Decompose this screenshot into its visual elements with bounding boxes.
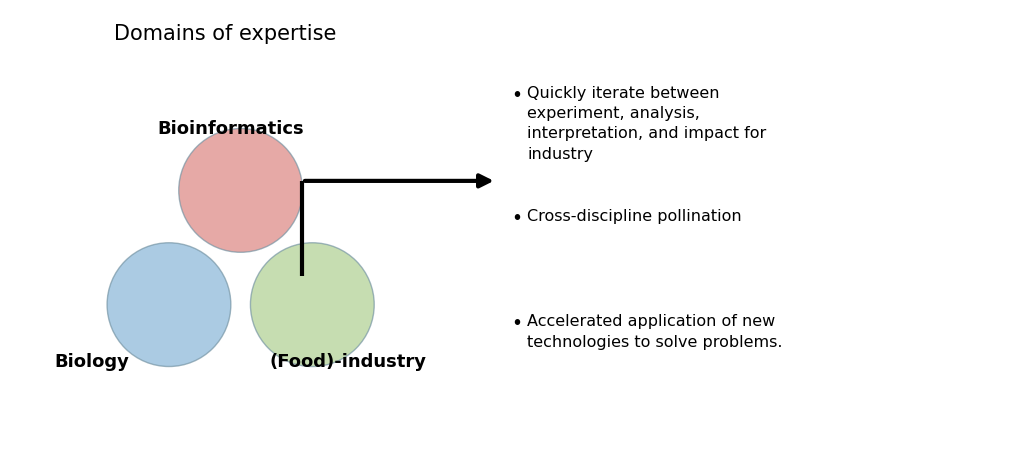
Text: •: • bbox=[511, 86, 522, 105]
Text: •: • bbox=[511, 314, 522, 333]
Text: Bioinformatics: Bioinformatics bbox=[157, 119, 304, 138]
Text: •: • bbox=[511, 209, 522, 228]
Text: Domains of expertise: Domains of expertise bbox=[114, 24, 337, 44]
Text: Accelerated application of new
technologies to solve problems.: Accelerated application of new technolog… bbox=[527, 314, 783, 349]
Text: (Food)-industry: (Food)-industry bbox=[269, 353, 427, 371]
Circle shape bbox=[108, 243, 230, 367]
Text: Biology: Biology bbox=[54, 353, 130, 371]
Circle shape bbox=[251, 243, 374, 367]
Circle shape bbox=[179, 129, 302, 252]
Text: Cross-discipline pollination: Cross-discipline pollination bbox=[527, 209, 742, 225]
Text: Quickly iterate between
experiment, analysis,
interpretation, and impact for
ind: Quickly iterate between experiment, anal… bbox=[527, 86, 767, 162]
